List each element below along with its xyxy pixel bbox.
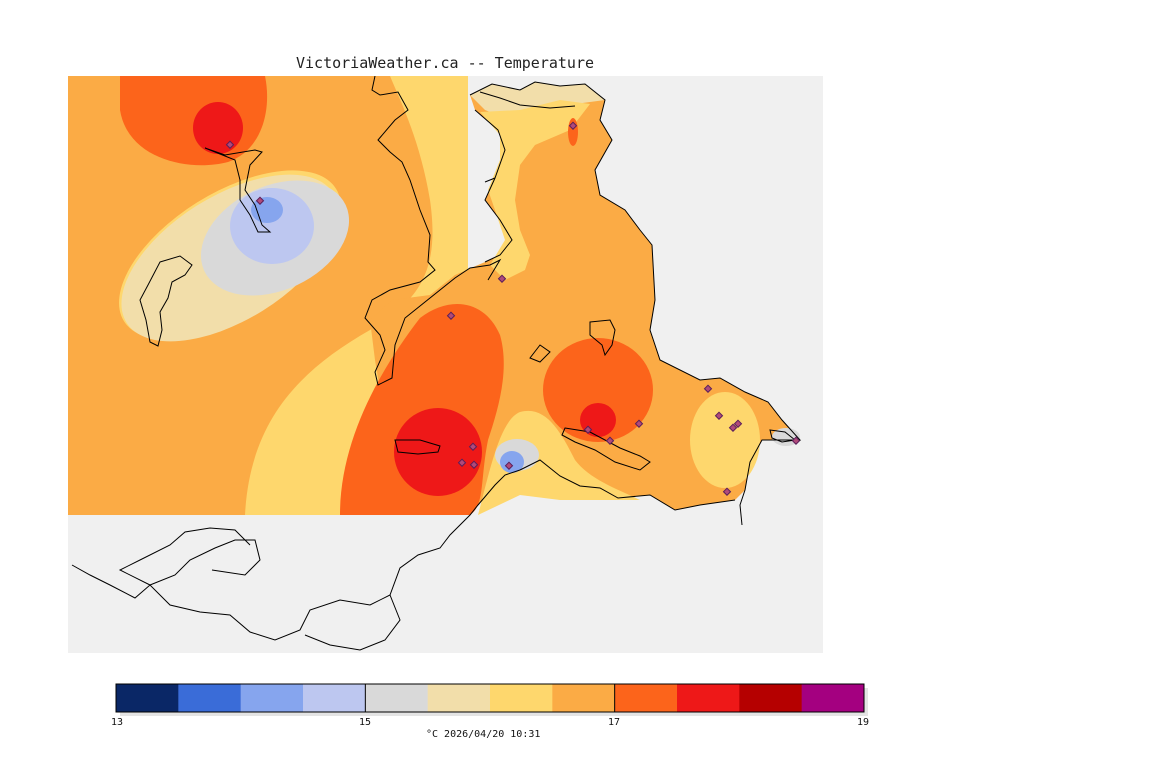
lagoon-east (769, 429, 797, 443)
colorbar-swatch (614, 684, 678, 712)
colorbar-swatch (365, 684, 429, 712)
island-sooke (589, 319, 616, 357)
station-marker[interactable] (703, 384, 713, 393)
station-marker[interactable] (446, 311, 456, 320)
station-marker[interactable] (714, 411, 724, 420)
temperature-field-west (68, 76, 468, 515)
station-marker[interactable] (791, 436, 801, 445)
colorbar-caption: °C 2026/04/20 10:31 (426, 729, 541, 740)
station-marker[interactable] (504, 461, 514, 470)
colorbar-swatch (739, 684, 803, 712)
station-marker[interactable] (634, 419, 644, 428)
colorbar-swatch (178, 684, 242, 712)
station-marker[interactable] (728, 423, 738, 432)
colorbar-swatch (801, 684, 865, 712)
station-marker[interactable] (733, 419, 743, 428)
station-marker[interactable] (497, 274, 507, 283)
station-marker[interactable] (568, 121, 578, 130)
colorbar-swatch (677, 684, 740, 712)
coastline-mainland-south (71, 469, 521, 651)
coastline-north-inlet (479, 91, 576, 183)
colorbar (115, 683, 868, 716)
station-marker[interactable] (457, 458, 467, 467)
station-marker[interactable] (605, 436, 615, 445)
island-harbour (529, 344, 551, 363)
colorbar-tick-label: 15 (359, 717, 372, 728)
colorbar-swatch (303, 684, 366, 712)
colorbar-swatch (490, 684, 553, 712)
colorbar-swatch (552, 684, 616, 712)
colorbar-tick-label: 19 (857, 717, 870, 728)
colorbar-tick-label: 17 (608, 717, 621, 728)
coastline-peninsula (469, 81, 802, 526)
station-marker[interactable] (583, 425, 593, 434)
colorbar-swatch (116, 684, 179, 712)
colorbar-swatch (240, 684, 304, 712)
coastlines (71, 76, 802, 651)
colorbar-tick-label: 13 (111, 717, 124, 728)
station-marker[interactable] (468, 442, 478, 451)
harbour-spit (561, 427, 651, 471)
weather-stations (225, 121, 801, 496)
island-inlet (204, 147, 272, 233)
map-title: VictoriaWeather.ca -- Temperature (295, 54, 594, 72)
station-marker[interactable] (255, 196, 265, 205)
station-marker[interactable] (225, 140, 235, 149)
island-lake-west (394, 439, 441, 455)
colorbar-swatch (427, 684, 491, 712)
coastline-mainland-north (364, 76, 502, 386)
station-marker[interactable] (722, 487, 732, 496)
island-west (139, 255, 193, 347)
coastline-peninsula-west (474, 109, 513, 263)
station-marker[interactable] (469, 460, 479, 469)
